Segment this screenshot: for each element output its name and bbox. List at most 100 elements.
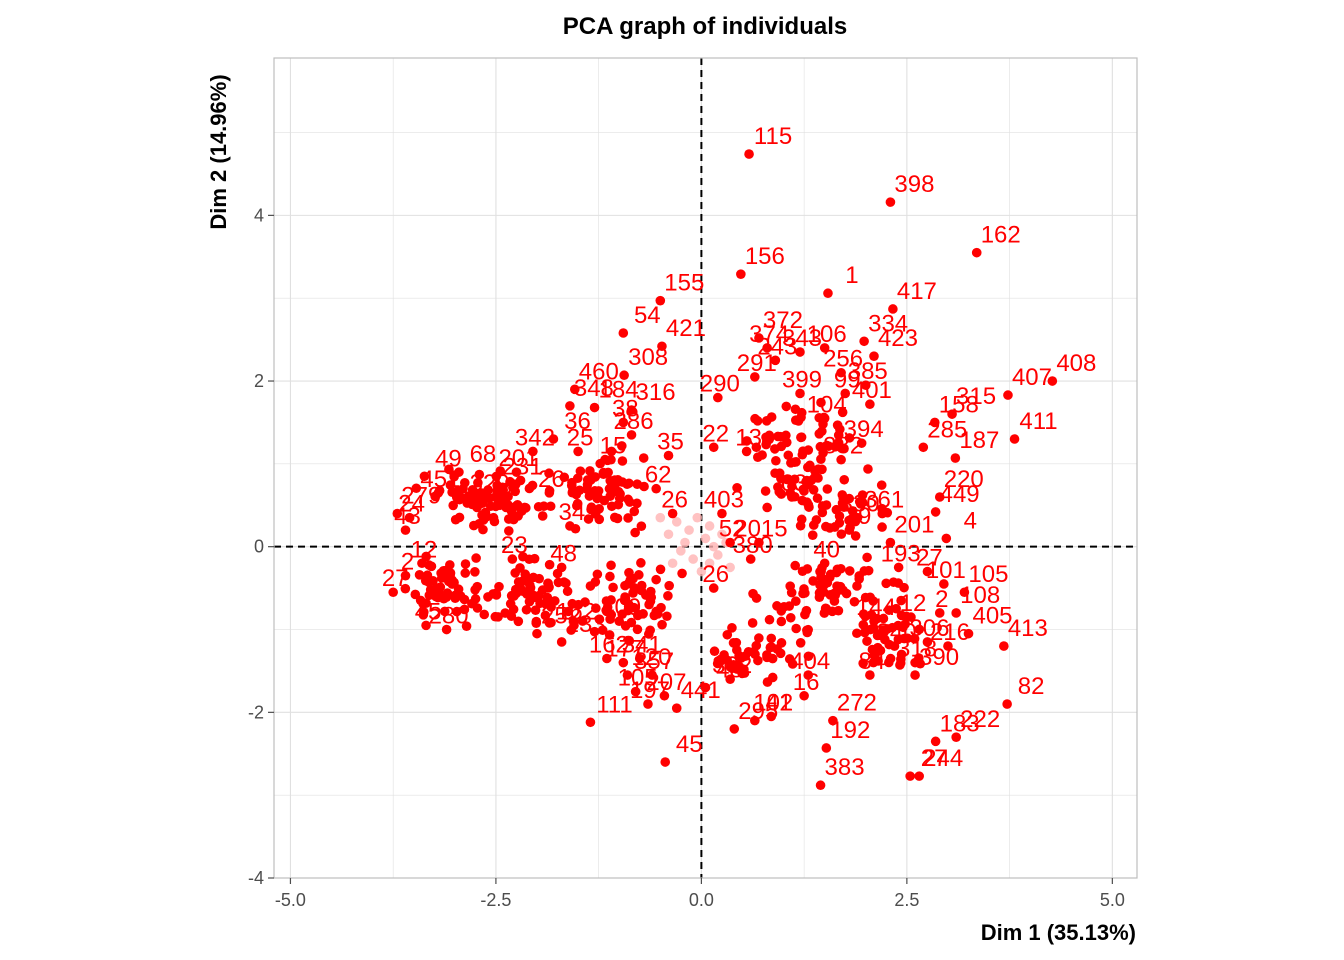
- point-label: 308: [628, 344, 668, 371]
- faded-point: [708, 541, 719, 552]
- data-point: [752, 416, 763, 426]
- point-label: 341: [622, 632, 662, 659]
- data-point: [404, 512, 415, 523]
- data-point: [863, 565, 874, 576]
- data-point: [447, 579, 457, 589]
- data-point: [951, 732, 961, 742]
- point-label: 318: [897, 636, 937, 663]
- data-point: [543, 597, 554, 608]
- point-label: 105: [968, 561, 1008, 588]
- point-label: 63: [780, 470, 807, 497]
- data-point: [849, 596, 860, 607]
- data-point: [461, 621, 472, 631]
- data-point: [474, 469, 485, 480]
- data-point: [731, 637, 742, 648]
- faded-point: [676, 546, 686, 556]
- data-point: [657, 619, 667, 630]
- data-point: [847, 506, 858, 516]
- data-point: [471, 553, 481, 563]
- point-label: 105: [618, 665, 658, 692]
- data-point: [608, 582, 618, 593]
- data-point: [876, 480, 887, 490]
- data-point: [473, 500, 483, 510]
- data-point: [572, 473, 583, 484]
- data-point: [844, 493, 855, 504]
- point-label: 26: [538, 466, 565, 493]
- data-point: [906, 612, 916, 622]
- faded-point: [717, 529, 727, 540]
- point-label: 421: [666, 315, 706, 342]
- data-point: [880, 634, 890, 645]
- data-point: [791, 596, 801, 606]
- point-label: 82: [1018, 673, 1045, 700]
- point-label: 329: [470, 470, 510, 497]
- data-point: [829, 588, 839, 599]
- data-point: [789, 457, 800, 468]
- data-point: [812, 493, 823, 504]
- x-tick-label: -5.0: [275, 890, 306, 910]
- data-point: [951, 608, 961, 618]
- point-label: 1: [845, 262, 858, 289]
- data-point: [725, 674, 735, 685]
- point-label: 197: [630, 677, 670, 704]
- point-label: 192: [830, 717, 870, 744]
- data-point: [450, 590, 461, 601]
- data-point: [392, 508, 403, 519]
- data-point: [470, 585, 480, 595]
- data-point: [914, 771, 924, 781]
- data-point: [511, 467, 522, 477]
- data-point: [510, 568, 520, 578]
- point-label: 403: [704, 487, 744, 514]
- point-label: 108: [960, 582, 1000, 609]
- data-point: [590, 577, 601, 587]
- data-point: [544, 618, 555, 628]
- data-point: [823, 441, 834, 451]
- data-point: [767, 672, 778, 683]
- point-label: 4: [964, 507, 977, 534]
- data-point: [909, 634, 920, 644]
- point-label: 285: [927, 416, 967, 443]
- point-label: 26: [702, 561, 729, 588]
- data-point: [816, 454, 826, 464]
- point-label: 45: [676, 731, 703, 758]
- data-point: [896, 654, 906, 664]
- data-point: [902, 633, 913, 644]
- data-point: [454, 494, 465, 505]
- point-label: 41: [765, 690, 792, 717]
- y-tick-label: -2: [248, 702, 264, 722]
- point-label: 272: [837, 690, 877, 717]
- data-point: [585, 717, 596, 728]
- data-point: [852, 581, 862, 591]
- data-point: [819, 413, 830, 424]
- data-point: [577, 616, 588, 626]
- data-point: [609, 512, 620, 523]
- data-point: [943, 641, 953, 651]
- point-label: 2: [935, 586, 948, 613]
- data-point: [522, 589, 532, 599]
- data-point: [491, 590, 502, 600]
- data-point: [772, 644, 782, 654]
- point-label: 52: [719, 516, 746, 543]
- data-point: [544, 488, 555, 498]
- data-point: [623, 494, 633, 505]
- data-point: [629, 506, 640, 517]
- data-point: [664, 580, 674, 591]
- point-label: 34: [559, 499, 586, 526]
- data-point: [590, 509, 601, 519]
- data-point: [700, 682, 711, 693]
- data-point: [589, 626, 600, 637]
- data-point: [528, 446, 538, 457]
- data-point: [837, 407, 848, 418]
- data-point: [494, 581, 504, 592]
- data-point: [950, 453, 961, 463]
- data-point: [617, 441, 627, 451]
- data-point: [757, 450, 767, 460]
- data-point: [511, 588, 521, 599]
- data-point: [740, 651, 751, 662]
- point-label: 207: [646, 669, 686, 696]
- data-point: [606, 454, 616, 465]
- data-point: [497, 482, 508, 493]
- data-point: [459, 604, 470, 615]
- point-label: 27: [382, 565, 409, 592]
- data-point: [503, 514, 514, 524]
